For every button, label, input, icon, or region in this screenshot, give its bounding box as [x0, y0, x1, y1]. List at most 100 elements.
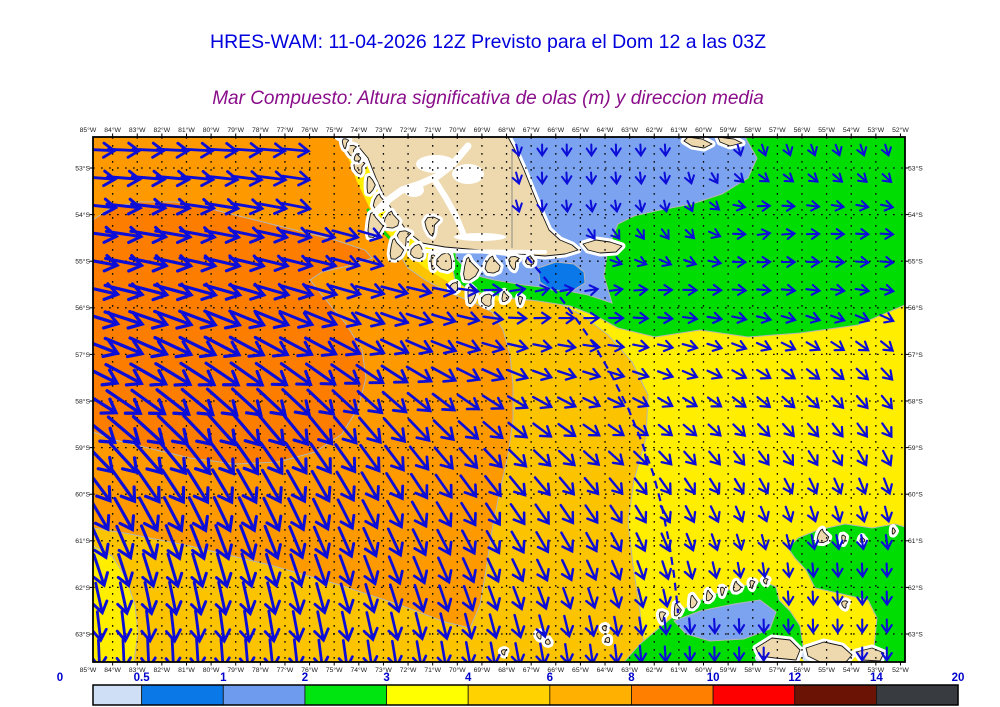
wave-direction-arrow	[130, 388, 167, 416]
wave-direction-arrow	[659, 532, 672, 553]
wave-direction-arrow	[780, 340, 797, 352]
wave-direction-arrow	[304, 336, 339, 357]
wave-direction-arrow	[228, 335, 266, 358]
wave-direction-arrow	[254, 361, 289, 387]
wave-direction-arrow	[535, 642, 550, 662]
lon-label-top: 75°W	[326, 126, 343, 134]
lon-label-top: 83°W	[129, 126, 146, 134]
wave-direction-arrow	[556, 367, 578, 381]
wave-direction-arrow	[257, 414, 286, 447]
wave-direction-arrow	[460, 529, 477, 556]
wave-direction-arrow	[189, 524, 209, 561]
wave-direction-arrow	[460, 501, 477, 527]
wave-direction-arrow	[733, 618, 746, 635]
wave-direction-arrow	[681, 339, 699, 352]
island-south-shetland	[601, 625, 608, 632]
wave-direction-arrow	[129, 362, 169, 387]
wave-direction-arrow	[204, 361, 241, 387]
lon-label-top: 64°W	[597, 126, 614, 134]
wave-direction-arrow	[434, 473, 453, 499]
lat-label-right: 59°S	[908, 444, 923, 452]
wave-direction-arrow	[584, 615, 599, 638]
wave-direction-arrow	[431, 392, 457, 412]
wave-direction-arrow	[430, 366, 458, 383]
wave-direction-arrow	[285, 469, 308, 504]
icefield	[404, 183, 424, 197]
region-2-3m-se-east	[787, 523, 905, 662]
wave-direction-arrow	[757, 505, 770, 523]
wave-direction-arrow	[380, 283, 410, 299]
wave-direction-arrow	[355, 363, 385, 385]
lago-fagnano	[454, 233, 506, 241]
wave-direction-arrow	[313, 610, 330, 643]
wave-direction-arrow	[256, 142, 288, 159]
wave-direction-arrow	[230, 387, 263, 417]
wave-direction-arrow	[806, 590, 819, 607]
wave-direction-arrow	[236, 468, 259, 505]
axis-labels: 85°W 85°W 84°W 84°W 83°W 83°W 82°W 82°W 81°W 81°W…	[75, 126, 923, 674]
wave-direction-arrow	[234, 441, 260, 476]
wave-direction-arrow	[856, 646, 869, 662]
wave-direction-arrow	[534, 284, 551, 297]
wave-direction-arrow	[610, 559, 623, 581]
wave-direction-arrow	[356, 389, 384, 415]
wave-direction-arrow	[255, 198, 289, 216]
wave-direction-arrow	[561, 171, 573, 186]
wave-direction-arrow	[456, 311, 481, 326]
lon-label-top: 63°W	[621, 126, 638, 134]
wave-direction-arrow	[461, 584, 477, 613]
wave-direction-arrow	[336, 498, 356, 531]
wave-direction-arrow	[304, 362, 337, 386]
lon-label-top: 78°W	[252, 126, 269, 134]
wave-direction-arrow	[757, 646, 770, 662]
wave-direction-arrow	[681, 311, 699, 324]
wave-direction-arrow	[755, 340, 773, 352]
wave-direction-arrow	[757, 533, 770, 551]
wave-direction-arrow	[708, 450, 722, 466]
wave-direction-arrow	[559, 284, 575, 297]
wave-direction-arrow	[408, 445, 430, 472]
wave-direction-arrow	[165, 552, 184, 589]
wave-direction-arrow	[484, 502, 502, 527]
island-south-shetland	[891, 527, 896, 535]
lon-label-top: 74°W	[350, 126, 367, 134]
wave-direction-arrow	[178, 309, 218, 330]
wave-direction-arrow	[879, 283, 896, 296]
wave-direction-arrow	[430, 339, 458, 355]
lon-label-bottom: 68°W	[498, 666, 515, 674]
lon-label-bottom: 58°W	[744, 666, 761, 674]
wave-direction-arrow	[387, 583, 404, 614]
wave-direction-arrow	[831, 534, 844, 551]
wave-direction-arrow	[93, 225, 120, 244]
wave-direction-arrow	[782, 618, 795, 635]
wave-direction-arrow	[288, 581, 306, 616]
wave-direction-arrow	[634, 588, 648, 609]
colorbar-segment	[712, 684, 796, 706]
wave-direction-arrow	[332, 415, 358, 445]
lon-label-top: 57°W	[769, 126, 786, 134]
wave-direction-arrow	[880, 562, 893, 579]
wave-direction-arrow	[533, 311, 552, 325]
wave-direction-arrow	[856, 422, 869, 439]
wave-direction-arrow	[805, 228, 821, 240]
wave-direction-arrow	[634, 199, 646, 214]
wave-direction-arrow	[103, 336, 145, 359]
wave-direction-arrow	[831, 505, 844, 524]
wave-direction-arrow	[411, 528, 429, 557]
wave-direction-arrow	[93, 339, 121, 359]
wave-direction-arrow	[585, 171, 597, 186]
wave-direction-arrow	[180, 387, 215, 417]
wave-direction-arrow	[585, 143, 598, 158]
wave-direction-arrow	[264, 581, 281, 616]
wave-direction-arrow	[684, 200, 695, 213]
wave-direction-arrow	[706, 311, 724, 324]
wave-direction-arrow	[879, 312, 895, 324]
wave-direction-arrow	[141, 552, 159, 589]
wave-direction-arrow	[412, 611, 428, 642]
lon-label-bottom: 67°W	[523, 666, 540, 674]
island-archipelago	[353, 153, 362, 162]
wave-direction-arrow	[733, 172, 745, 184]
wave-direction-arrow	[805, 340, 822, 352]
lat-label-left: 58°S	[75, 397, 90, 405]
wave-direction-arrow	[207, 413, 238, 447]
